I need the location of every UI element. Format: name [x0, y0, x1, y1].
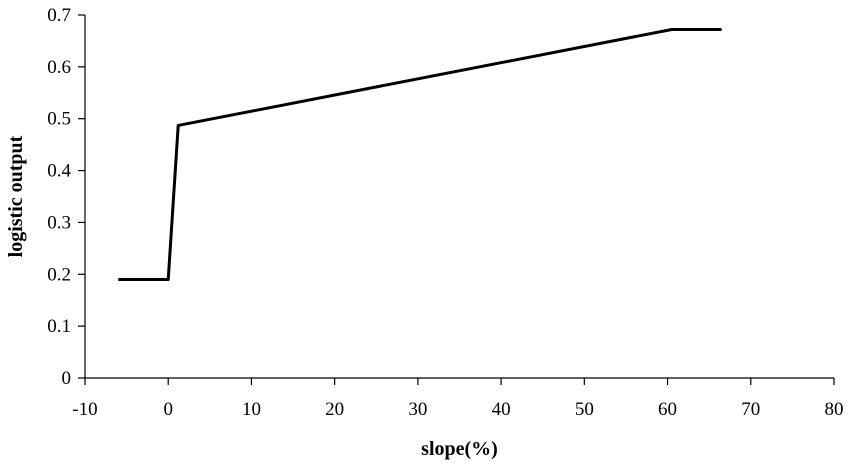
y-tick-label: 0.6	[47, 57, 71, 78]
y-tick-label: 0.5	[47, 109, 71, 130]
series-layer	[118, 28, 722, 281]
y-tick-label: 0.7	[47, 5, 71, 26]
x-tick-label: 60	[658, 399, 677, 420]
y-tick-label: 0.3	[47, 212, 71, 233]
y-tick-label: 0	[62, 368, 72, 389]
y-tick-label: 0.1	[47, 316, 71, 337]
x-tick-label: -10	[72, 399, 97, 420]
x-tick-label: 50	[575, 399, 594, 420]
x-axis-title: slope(%)	[421, 438, 498, 460]
x-tick-label: 10	[242, 399, 261, 420]
x-tick-label: 30	[408, 399, 427, 420]
x-axis: -10 0 10 20 30 40 50 60 70 80	[72, 377, 844, 420]
y-tick-label: 0.4	[47, 161, 71, 182]
x-tick-label: 20	[325, 399, 344, 420]
y-axis: 0 0.1 0.2 0.3 0.4 0.5 0.6 0.7	[47, 5, 86, 389]
x-tick-label: 0	[163, 399, 173, 420]
y-tick-label: 0.2	[47, 264, 71, 285]
y-axis-title: logistic output	[5, 135, 27, 257]
x-tick-label: 40	[492, 399, 511, 420]
x-tick-label: 80	[825, 399, 844, 420]
series-line	[118, 28, 722, 281]
x-tick-label: 70	[741, 399, 760, 420]
